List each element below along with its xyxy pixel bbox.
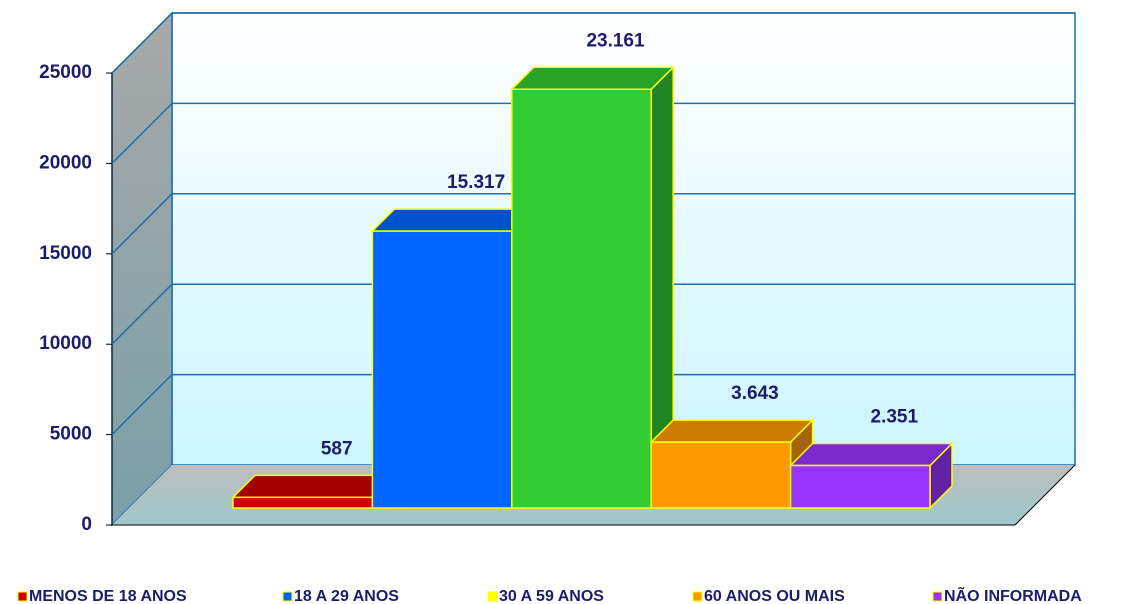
floor-edge — [1014, 464, 1076, 526]
bar — [649, 418, 815, 510]
grid-line — [111, 374, 173, 436]
legend-marker — [282, 591, 293, 602]
grid-line — [111, 283, 173, 345]
bar — [231, 473, 397, 510]
bar-top — [649, 419, 815, 443]
bar-front — [650, 441, 792, 509]
y-tick-label: 0 — [81, 514, 92, 535]
legend-label: 18 A 29 ANOS — [294, 588, 399, 604]
legend-marker — [932, 591, 943, 602]
value-label: 23.161 — [586, 30, 645, 51]
bar-front — [511, 88, 652, 509]
y-tick-label: 20000 — [39, 152, 92, 173]
value-label: 2.351 — [871, 407, 919, 428]
bar — [788, 441, 954, 510]
grid-line — [111, 12, 173, 74]
bar-front — [371, 230, 513, 509]
legend-label: 60 ANOS OU MAIS — [704, 588, 845, 604]
side-wall — [111, 11, 173, 527]
grid-line — [111, 193, 173, 255]
bar — [509, 65, 676, 510]
bar-top — [509, 66, 676, 90]
y-tick-label: 15000 — [39, 243, 92, 264]
legend-marker — [692, 591, 703, 602]
legend-label: MENOS DE 18 ANOS — [29, 588, 187, 604]
value-label: 587 — [321, 438, 353, 459]
value-label: 15.317 — [447, 172, 505, 193]
bar — [370, 207, 536, 510]
bar-front — [789, 464, 931, 509]
bar-top — [788, 442, 954, 467]
grid-line — [111, 102, 173, 164]
value-label: 3.643 — [731, 383, 779, 404]
bar-top — [370, 208, 536, 232]
y-tick-label: 5000 — [50, 424, 92, 445]
legend-label: 30 A 59 ANOS — [499, 588, 604, 604]
bar-front — [232, 496, 374, 509]
bar-top — [231, 474, 397, 499]
legend-marker — [17, 591, 28, 602]
legend-label: NÃO INFORMADA — [944, 585, 1082, 604]
y-tick-label: 10000 — [39, 333, 92, 354]
y-tick-label: 25000 — [39, 62, 92, 83]
legend-marker — [487, 591, 498, 602]
